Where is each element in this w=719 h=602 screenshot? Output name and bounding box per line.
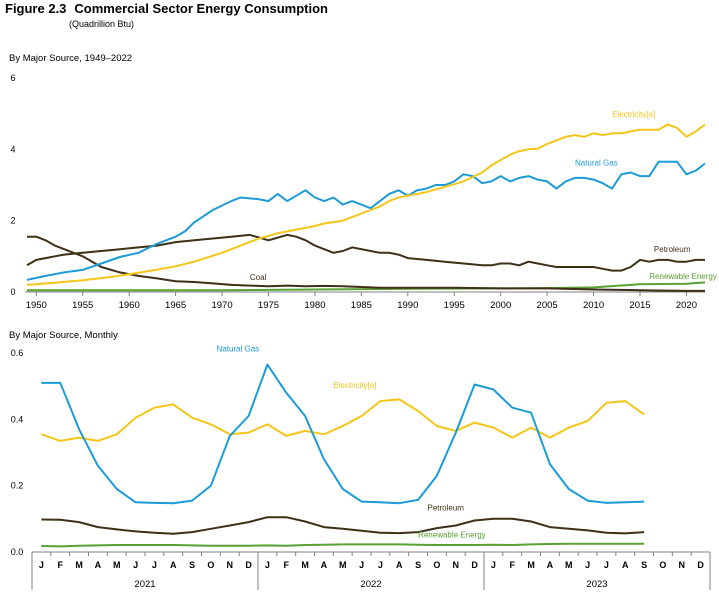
series-label-petroleum: Petroleum bbox=[428, 504, 465, 513]
series-line-electricity bbox=[26, 123, 706, 286]
month-label: A bbox=[321, 560, 328, 570]
series-label-coal: Coal bbox=[250, 273, 267, 282]
month-label: N bbox=[679, 560, 686, 570]
month-label: A bbox=[547, 560, 554, 570]
month-label: A bbox=[622, 560, 629, 570]
x-tick-label: 1955 bbox=[72, 300, 93, 311]
series-line-natural-gas bbox=[26, 160, 706, 281]
month-label: O bbox=[659, 560, 666, 570]
x-tick-label: 1965 bbox=[165, 300, 186, 311]
month-label: M bbox=[75, 560, 83, 570]
y-tick-label: 2 bbox=[10, 216, 15, 226]
month-label: S bbox=[641, 560, 647, 570]
month-label: S bbox=[189, 560, 195, 570]
month-label: J bbox=[378, 560, 383, 570]
y-tick-label: 4 bbox=[10, 144, 15, 154]
y-tick-label: 0.0 bbox=[11, 547, 24, 557]
series-line-natural-gas bbox=[41, 363, 645, 505]
y-tick-label: 0.2 bbox=[11, 481, 24, 491]
annual-chart: 0 2 4 6 1950 1955 1960 1965 1970 1975 1980 1985 1990… bbox=[10, 73, 716, 311]
year-label: 2023 bbox=[586, 579, 607, 590]
month-label: F bbox=[58, 560, 64, 570]
monthly-chart-title: By Major Source, Monthly bbox=[9, 330, 118, 341]
year-label: 2022 bbox=[360, 579, 381, 590]
y-tick-label: 0.6 bbox=[11, 348, 24, 358]
series-label-electricity: Electricity[a] bbox=[333, 381, 376, 390]
month-label: M bbox=[527, 560, 535, 570]
month-label: O bbox=[433, 560, 440, 570]
x-tick-label: 1995 bbox=[444, 300, 465, 311]
month-label: J bbox=[265, 560, 270, 570]
month-label: J bbox=[152, 560, 157, 570]
x-tick-label: 1950 bbox=[26, 300, 47, 311]
month-label: A bbox=[95, 560, 102, 570]
month-label: O bbox=[207, 560, 214, 570]
x-tick-label: 1970 bbox=[211, 300, 232, 311]
x-tick-label: 1980 bbox=[304, 300, 325, 311]
series-label-electricity: Electricity[a] bbox=[612, 110, 655, 119]
month-label: N bbox=[453, 560, 460, 570]
month-label: S bbox=[415, 560, 421, 570]
month-label: M bbox=[565, 560, 573, 570]
month-label: J bbox=[39, 560, 44, 570]
month-label: J bbox=[604, 560, 609, 570]
figure-title-text: Commercial Sector Energy Consumption bbox=[74, 1, 328, 16]
figure-number: Figure 2.3 bbox=[5, 1, 67, 16]
series-label-petroleum: Petroleum bbox=[654, 245, 691, 254]
month-label: M bbox=[301, 560, 309, 570]
series-line-petroleum bbox=[26, 233, 705, 272]
month-label: J bbox=[359, 560, 364, 570]
y-tick-label: 0 bbox=[10, 287, 15, 297]
month-label: J bbox=[585, 560, 590, 570]
series-line-petroleum bbox=[41, 516, 645, 535]
month-label: A bbox=[170, 560, 177, 570]
series-label-renewable-energy: Renewable Energy bbox=[649, 272, 717, 281]
x-tick-label: 2000 bbox=[490, 300, 511, 311]
x-tick-label: 2015 bbox=[629, 300, 650, 311]
year-label: 2021 bbox=[134, 579, 155, 590]
month-label: J bbox=[133, 560, 138, 570]
figure-title: Figure 2.3 Commercial Sector Energy Consu… bbox=[5, 1, 328, 16]
series-label-renewable-energy: Renewable Energy bbox=[418, 531, 486, 540]
month-label: D bbox=[471, 560, 478, 570]
series-line-coal bbox=[27, 235, 705, 292]
month-label: F bbox=[510, 560, 516, 570]
month-label: D bbox=[245, 560, 252, 570]
x-tick-label: 1985 bbox=[351, 300, 372, 311]
annual-chart-title: By Major Source, 1949–2022 bbox=[9, 53, 132, 64]
month-label: N bbox=[227, 560, 234, 570]
x-tick-label: 1960 bbox=[119, 300, 140, 311]
month-label: F bbox=[284, 560, 290, 570]
figure-unit: (Quadrillion Btu) bbox=[69, 19, 135, 29]
series-label-natural-gas: Natural Gas bbox=[217, 344, 260, 353]
y-tick-label: 6 bbox=[10, 73, 15, 83]
month-label: M bbox=[113, 560, 121, 570]
month-label: A bbox=[396, 560, 403, 570]
x-tick-label: 1975 bbox=[258, 300, 279, 311]
x-tick-label: 2005 bbox=[537, 300, 558, 311]
y-tick-label: 0.4 bbox=[11, 414, 24, 424]
month-label: J bbox=[491, 560, 496, 570]
month-label: D bbox=[697, 560, 704, 570]
x-tick-label: 1990 bbox=[397, 300, 418, 311]
series-line-electricity bbox=[41, 398, 645, 442]
x-tick-label: 2020 bbox=[676, 300, 697, 311]
monthly-chart: 0.0 0.2 0.4 0.6 J F M A M J J A S O N D J F M A M J J A S O N D J F M A… bbox=[11, 344, 711, 590]
series-label-natural-gas: Natural Gas bbox=[575, 158, 618, 167]
x-tick-label: 2010 bbox=[583, 300, 604, 311]
month-label: M bbox=[339, 560, 347, 570]
series-line-renewable-energy bbox=[41, 542, 645, 548]
